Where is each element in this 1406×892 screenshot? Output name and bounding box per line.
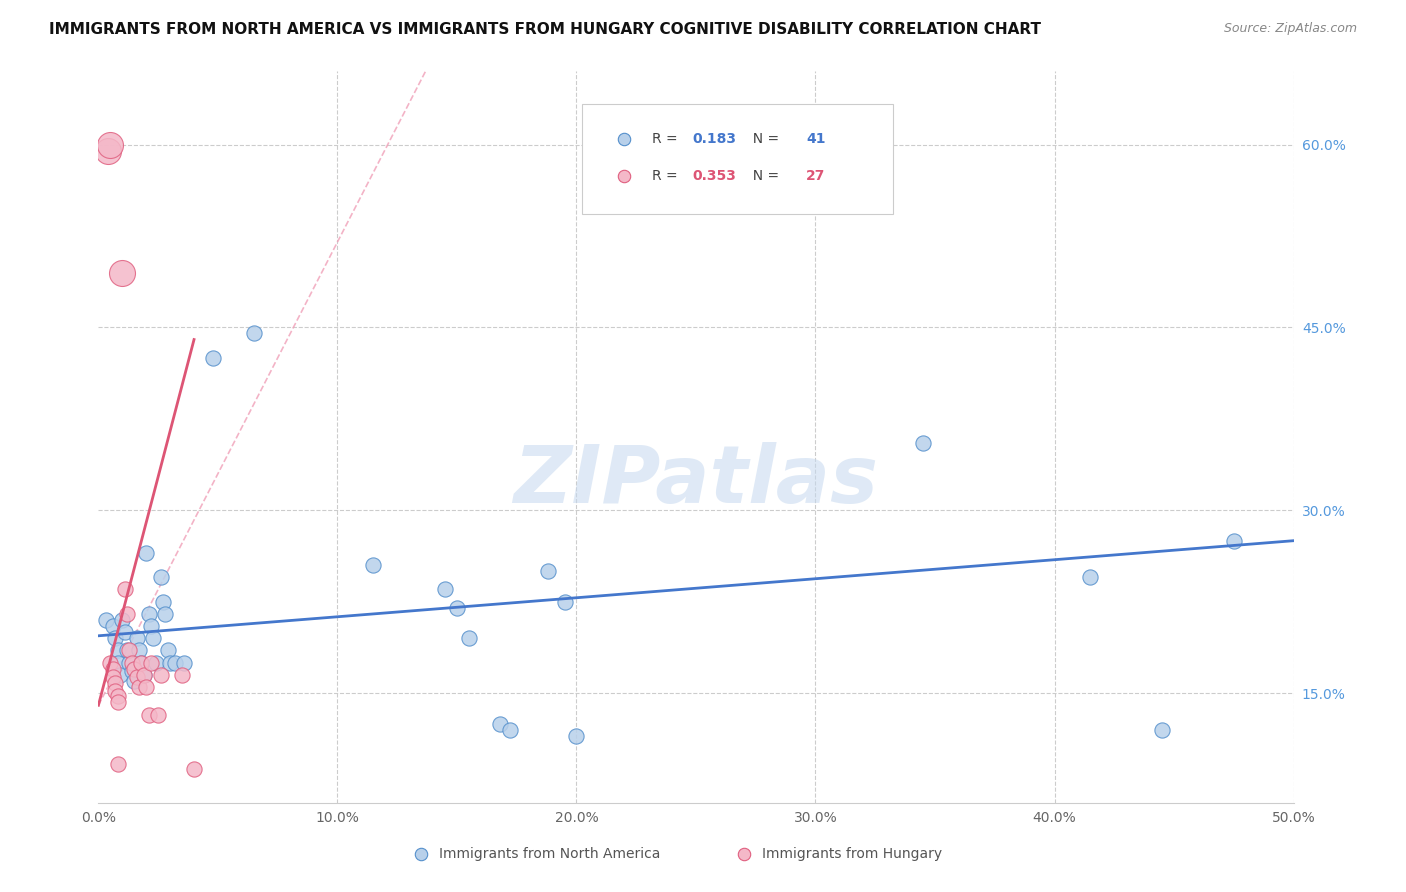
Point [148, 708, 170, 723]
Point [121, 656, 143, 670]
Point [202, 351, 225, 365]
Point [111, 613, 134, 627]
Point [107, 756, 129, 771]
Point [104, 683, 127, 698]
Point [489, 716, 512, 731]
Point [565, 729, 588, 743]
Point [138, 708, 160, 723]
Point [115, 607, 138, 621]
Point [152, 594, 174, 608]
Point [434, 582, 457, 597]
Point [101, 619, 124, 633]
Point [121, 664, 143, 678]
Point [139, 619, 162, 633]
Point [107, 643, 129, 657]
Point [107, 689, 129, 703]
Point [156, 643, 179, 657]
Point [243, 326, 266, 341]
Point [104, 632, 127, 646]
Point [107, 656, 129, 670]
Text: N =: N = [744, 169, 783, 183]
Point [132, 667, 155, 682]
Point [537, 564, 560, 578]
FancyBboxPatch shape [582, 104, 893, 214]
Text: 41: 41 [806, 132, 825, 146]
Point [114, 625, 136, 640]
Point [124, 673, 146, 688]
Point [131, 656, 153, 670]
Point [1152, 723, 1174, 737]
Text: 0.183: 0.183 [692, 132, 737, 146]
Point [124, 662, 146, 676]
Point [155, 607, 177, 621]
Text: IMMIGRANTS FROM NORTH AMERICA VS IMMIGRANTS FROM HUNGARY COGNITIVE DISABILITY CO: IMMIGRANTS FROM NORTH AMERICA VS IMMIGRA… [49, 22, 1042, 37]
Point [101, 670, 124, 684]
Point [172, 667, 194, 682]
Text: 0.353: 0.353 [692, 169, 737, 183]
Text: R =: R = [652, 132, 682, 146]
Point [128, 680, 150, 694]
Point [135, 546, 157, 560]
Point [98, 656, 122, 670]
Point [125, 670, 148, 684]
Point [554, 594, 576, 608]
Point [163, 656, 186, 670]
Text: ZIPatlas: ZIPatlas [513, 442, 879, 520]
Text: 27: 27 [806, 169, 825, 183]
Point [131, 656, 153, 670]
Point [114, 582, 136, 597]
Point [94, 613, 117, 627]
Point [97, 144, 120, 158]
Text: Immigrants from North America: Immigrants from North America [439, 847, 661, 861]
Point [98, 137, 122, 152]
Point [149, 570, 172, 584]
Point [145, 656, 167, 670]
Point [118, 656, 141, 670]
Point [115, 643, 138, 657]
Text: N =: N = [744, 132, 783, 146]
Point [173, 656, 195, 670]
Text: R =: R = [652, 169, 682, 183]
Point [108, 667, 131, 682]
Text: Source: ZipAtlas.com: Source: ZipAtlas.com [1223, 22, 1357, 36]
Point [128, 643, 150, 657]
Point [118, 643, 141, 657]
Point [159, 656, 181, 670]
Text: Immigrants from Hungary: Immigrants from Hungary [762, 847, 942, 861]
Point [149, 667, 172, 682]
Point [139, 656, 162, 670]
Point [111, 266, 134, 280]
Point [135, 680, 157, 694]
Point [183, 762, 205, 776]
Point [498, 723, 520, 737]
Point [446, 600, 468, 615]
Point [1080, 570, 1102, 584]
Point [101, 662, 124, 676]
Point [911, 436, 934, 450]
Point [104, 676, 127, 690]
Point [458, 632, 481, 646]
Point [138, 607, 160, 621]
Point [132, 667, 155, 682]
Point [107, 695, 129, 709]
Point [1223, 533, 1246, 548]
Point [125, 632, 148, 646]
Point [363, 558, 385, 573]
Point [142, 632, 165, 646]
